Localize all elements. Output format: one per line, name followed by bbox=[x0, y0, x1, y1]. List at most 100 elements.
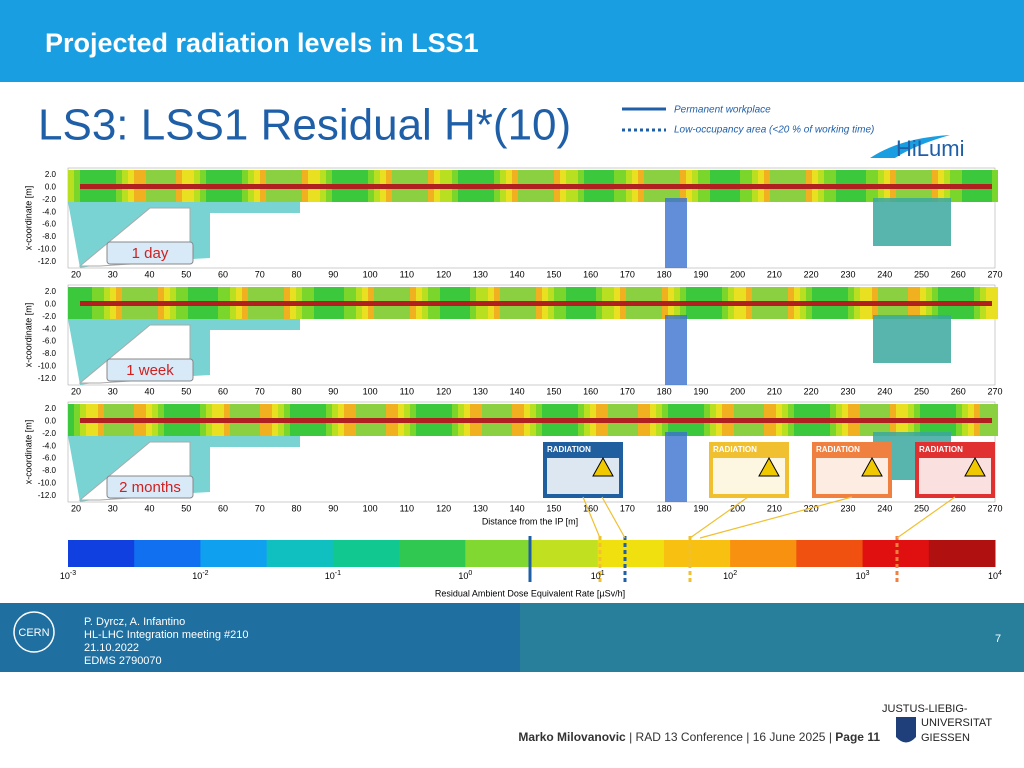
colorbar-cell bbox=[796, 540, 864, 567]
x-tick-label: 150 bbox=[546, 386, 561, 396]
x-tick-label: 220 bbox=[804, 269, 819, 279]
colorbar-tick-base: 10 bbox=[591, 571, 601, 581]
x-tick-label: 160 bbox=[583, 386, 598, 396]
colorbar-cell bbox=[399, 540, 466, 567]
colorbar-tick-exp: 4 bbox=[998, 570, 1002, 577]
footer: Marko Milovanovic | RAD 13 Conference | … bbox=[518, 730, 880, 744]
x-tick-label: 130 bbox=[473, 386, 488, 396]
x-tick-label: 50 bbox=[181, 269, 191, 279]
colorbar-tick: 101 bbox=[591, 570, 605, 582]
colorbar-cell bbox=[68, 540, 135, 567]
x-tick-label: 70 bbox=[255, 503, 265, 513]
x-tick-label: 140 bbox=[510, 269, 525, 279]
y-axis-label: x-coordinate [m] bbox=[23, 420, 33, 485]
x-tick-label: 40 bbox=[145, 503, 155, 513]
panel-label-box bbox=[106, 241, 194, 265]
x-tick-label: 160 bbox=[583, 503, 598, 513]
x-tick-label: 90 bbox=[328, 386, 338, 396]
y-tick-label: 0.0 bbox=[45, 300, 57, 309]
dose-band bbox=[992, 404, 998, 436]
panel-label: 1 week bbox=[126, 362, 174, 379]
x-tick-label: 30 bbox=[108, 503, 118, 513]
x-tick-label: 30 bbox=[108, 269, 118, 279]
x-tick-label: 20 bbox=[71, 386, 81, 396]
cern-logo bbox=[13, 611, 55, 653]
university-name: UNIVERSITAT bbox=[921, 717, 992, 729]
x-tick-label: 170 bbox=[620, 386, 635, 396]
footer-date: 16 June 2025 bbox=[753, 730, 826, 744]
sign-arrow bbox=[582, 496, 601, 539]
radiation-sign-title: RADIATION bbox=[919, 445, 963, 454]
x-tick-label: 40 bbox=[145, 269, 155, 279]
x-tick-label: 140 bbox=[510, 386, 525, 396]
y-tick-label: -4.0 bbox=[42, 207, 56, 216]
footer-author: Marko Milovanovic bbox=[518, 730, 626, 744]
colorbar-tick-base: 10 bbox=[60, 571, 70, 581]
x-tick-label: 250 bbox=[914, 503, 929, 513]
banner-page: 7 bbox=[995, 633, 1001, 645]
panel-label-box bbox=[106, 358, 194, 382]
banner-line: P. Dyrcz, A. Infantino bbox=[84, 616, 185, 628]
x-tick-label: 50 bbox=[181, 386, 191, 396]
colorbar-tick-exp: 0 bbox=[468, 570, 472, 577]
x-tick-label: 30 bbox=[108, 386, 118, 396]
x-tick-label: 80 bbox=[292, 269, 302, 279]
x-tick-label: 240 bbox=[877, 269, 892, 279]
x-tick-label: 20 bbox=[71, 269, 81, 279]
y-tick-label: -12.0 bbox=[38, 491, 57, 500]
alcove bbox=[873, 315, 951, 363]
y-tick-label: -2.0 bbox=[42, 429, 56, 438]
radiation-trefoil bbox=[861, 456, 883, 477]
colorbar-tick-base: 10 bbox=[988, 571, 998, 581]
colorbar-cell bbox=[266, 540, 334, 567]
x-tick-label: 20 bbox=[71, 503, 81, 513]
shaft bbox=[665, 198, 687, 268]
y-tick-label: -12.0 bbox=[38, 374, 57, 383]
x-tick-label: 190 bbox=[693, 386, 708, 396]
x-tick-label: 180 bbox=[657, 503, 672, 513]
x-tick-label: 130 bbox=[473, 269, 488, 279]
panel-label: 1 day bbox=[132, 245, 169, 262]
x-tick-label: 270 bbox=[987, 503, 1002, 513]
y-tick-label: 2.0 bbox=[45, 287, 57, 296]
sign-arrow bbox=[699, 496, 853, 539]
x-tick-label: 120 bbox=[436, 386, 451, 396]
colorbar-tick: 10-2 bbox=[192, 570, 208, 582]
x-tick-label: 150 bbox=[546, 269, 561, 279]
x-tick-label: 210 bbox=[767, 386, 782, 396]
x-tick-label: 260 bbox=[951, 269, 966, 279]
university-name: GIESSEN bbox=[921, 732, 970, 744]
beam-line bbox=[80, 184, 992, 189]
y-tick-label: -6.0 bbox=[42, 220, 56, 229]
dose-band bbox=[68, 404, 74, 436]
colorbar-tick-exp: -3 bbox=[70, 570, 76, 577]
radiation-trefoil bbox=[964, 456, 986, 477]
colorbar-cell bbox=[928, 540, 996, 567]
colorbar-tick: 103 bbox=[856, 570, 870, 582]
x-tick-label: 120 bbox=[436, 269, 451, 279]
shaft bbox=[665, 315, 687, 385]
colorbar-tick: 100 bbox=[458, 570, 472, 582]
x-tick-label: 200 bbox=[730, 269, 745, 279]
x-tick-label: 240 bbox=[877, 503, 892, 513]
x-tick-label: 180 bbox=[657, 269, 672, 279]
x-tick-label: 60 bbox=[218, 503, 228, 513]
hilumi-logo: HiLumi bbox=[896, 136, 964, 161]
x-tick-label: 190 bbox=[693, 269, 708, 279]
x-tick-label: 230 bbox=[840, 503, 855, 513]
colorbar-cell bbox=[200, 540, 268, 567]
banner-line: EDMS 2790070 bbox=[84, 655, 162, 667]
colorbar-tick-base: 10 bbox=[192, 571, 202, 581]
x-tick-label: 170 bbox=[620, 269, 635, 279]
y-tick-label: -8.0 bbox=[42, 349, 56, 358]
x-tick-label: 270 bbox=[987, 386, 1002, 396]
colorbar-cell bbox=[531, 540, 599, 567]
colorbar-tick: 104 bbox=[988, 570, 1002, 582]
legend-text: Permanent workplace bbox=[674, 105, 771, 116]
colorbar-tick-base: 10 bbox=[325, 571, 335, 581]
colorbar-cell bbox=[663, 540, 731, 567]
colorbar-tick-base: 10 bbox=[458, 571, 468, 581]
banner-line: HL-LHC Integration meeting #210 bbox=[84, 629, 248, 641]
y-tick-label: 2.0 bbox=[45, 404, 57, 413]
x-tick-label: 220 bbox=[804, 386, 819, 396]
